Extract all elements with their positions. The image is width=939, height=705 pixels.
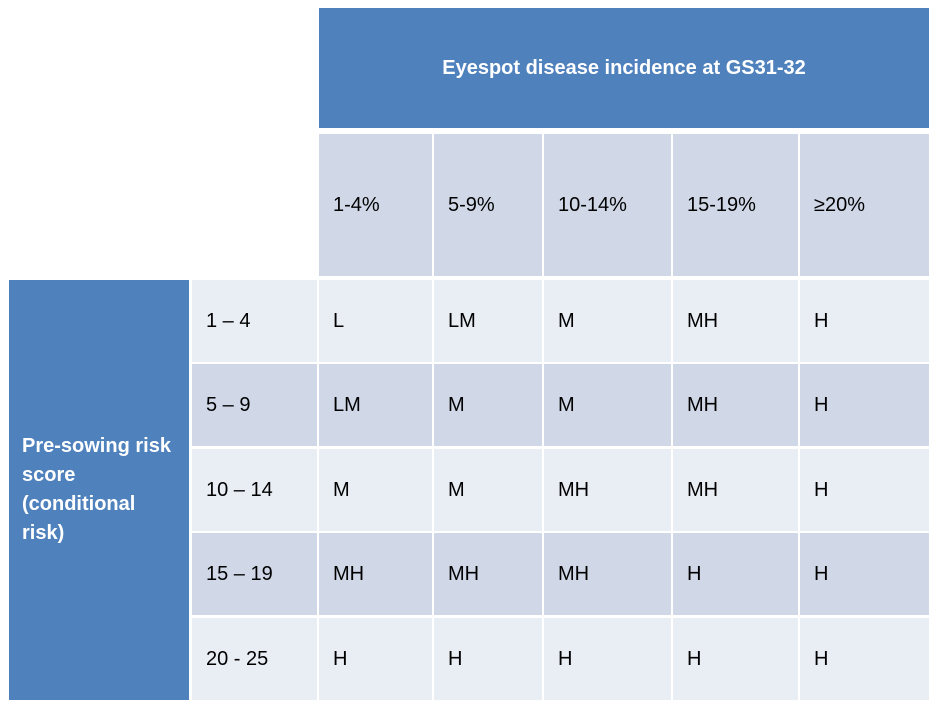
risk-cell: MH xyxy=(319,533,432,615)
row-header: Pre-sowing risk score (conditional risk) xyxy=(9,280,189,700)
risk-cell: H xyxy=(800,618,929,700)
column-header: 5-9% xyxy=(434,134,542,276)
risk-cell: MH xyxy=(673,364,798,446)
risk-cell: M xyxy=(319,449,432,531)
risk-cell: MH xyxy=(673,280,798,362)
risk-cell: MH xyxy=(673,449,798,531)
risk-cell: H xyxy=(673,533,798,615)
row-score: 5 – 9 xyxy=(192,364,317,446)
risk-cell: M xyxy=(544,364,671,446)
risk-cell: L xyxy=(319,280,432,362)
risk-cell: H xyxy=(673,618,798,700)
main-header: Eyespot disease incidence at GS31-32 xyxy=(319,8,929,128)
risk-cell: H xyxy=(544,618,671,700)
column-header: ≥20% xyxy=(800,134,929,276)
risk-cell: H xyxy=(319,618,432,700)
risk-cell: M xyxy=(434,449,542,531)
row-score: 10 – 14 xyxy=(192,449,317,531)
row-score: 20 - 25 xyxy=(192,618,317,700)
column-header: 15-19% xyxy=(673,134,798,276)
row-score: 1 – 4 xyxy=(192,280,317,362)
risk-cell: MH xyxy=(544,449,671,531)
row-score: 15 – 19 xyxy=(192,533,317,615)
risk-cell: M xyxy=(434,364,542,446)
risk-cell: H xyxy=(800,533,929,615)
column-header: 10-14% xyxy=(544,134,671,276)
risk-cell: M xyxy=(544,280,671,362)
risk-cell: H xyxy=(800,364,929,446)
risk-cell: H xyxy=(800,449,929,531)
risk-cell: H xyxy=(434,618,542,700)
risk-cell: MH xyxy=(434,533,542,615)
risk-cell: H xyxy=(800,280,929,362)
column-header: 1-4% xyxy=(319,134,432,276)
risk-cell: MH xyxy=(544,533,671,615)
risk-cell: LM xyxy=(434,280,542,362)
risk-cell: LM xyxy=(319,364,432,446)
